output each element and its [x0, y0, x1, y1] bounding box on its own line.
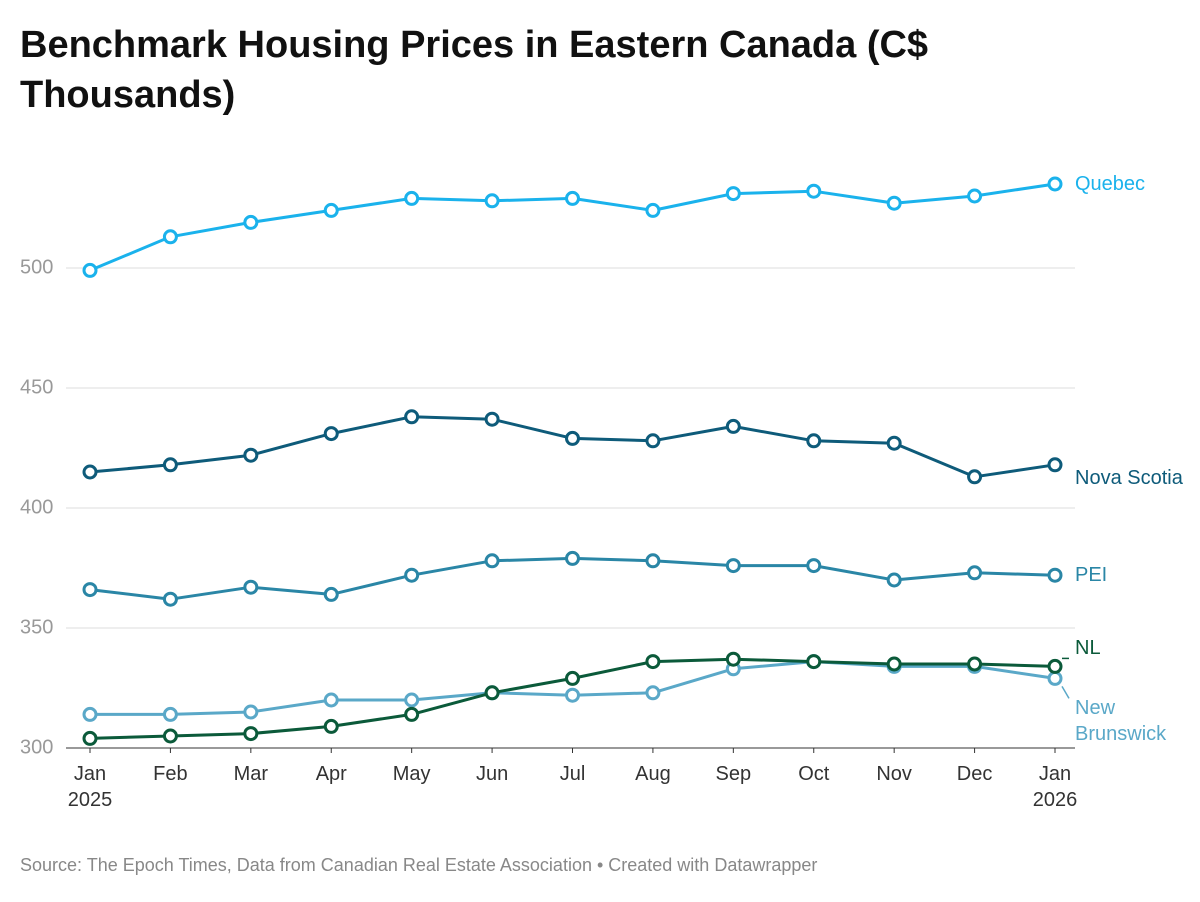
label-connector	[1061, 686, 1070, 699]
data-point	[725, 558, 741, 574]
y-tick-label: 450	[20, 376, 53, 398]
data-point	[645, 685, 661, 701]
data-point	[323, 718, 339, 734]
x-tick-label: Jul	[559, 763, 586, 785]
x-tick-label: Dec	[956, 763, 993, 785]
data-point	[162, 591, 178, 607]
data-point	[323, 586, 339, 602]
series-label: Nova Scotia	[1075, 466, 1183, 489]
data-point	[967, 188, 983, 204]
y-tick-label: 300	[20, 736, 53, 758]
data-point	[1047, 176, 1063, 192]
data-point	[806, 183, 822, 199]
data-point	[243, 579, 259, 595]
data-point	[565, 550, 580, 566]
data-point	[886, 572, 902, 588]
data-point	[806, 654, 822, 670]
data-point	[886, 195, 902, 211]
data-point	[886, 656, 902, 672]
x-tick-label: Aug	[635, 763, 671, 785]
data-point	[243, 704, 259, 720]
data-point	[1047, 670, 1063, 686]
data-point	[82, 464, 98, 480]
data-point	[82, 262, 98, 278]
data-point	[243, 447, 259, 463]
data-point	[806, 558, 822, 574]
data-point	[645, 202, 661, 218]
series-label: PEI	[1075, 564, 1108, 587]
series-line	[89, 415, 1056, 479]
data-point	[404, 409, 420, 425]
data-point	[725, 186, 741, 202]
data-point	[82, 706, 98, 722]
data-point	[484, 685, 500, 701]
data-point	[806, 433, 822, 449]
y-tick-label: 350	[20, 616, 53, 638]
data-point	[1047, 457, 1063, 473]
x-tick-label: Jun	[475, 763, 509, 785]
data-point	[404, 692, 420, 708]
source-note: Source: The Epoch Times, Data from Canad…	[20, 855, 818, 875]
data-point	[645, 433, 661, 449]
data-point	[484, 193, 500, 209]
x-tick-label: Oct	[798, 763, 830, 785]
data-point	[565, 670, 580, 686]
data-point	[323, 426, 339, 442]
data-point	[243, 214, 259, 230]
x-tick-label: May	[392, 763, 431, 785]
series-label: NL	[1075, 637, 1101, 660]
data-point	[162, 706, 178, 722]
data-point	[404, 706, 420, 722]
data-point	[886, 435, 902, 451]
data-point	[565, 687, 580, 703]
series-label: Quebec	[1075, 173, 1146, 195]
data-point	[565, 430, 580, 446]
data-point	[645, 654, 661, 670]
data-point	[162, 457, 178, 473]
x-tick-label: Sep	[715, 763, 752, 785]
series-label: New Brunswick	[1075, 697, 1167, 746]
data-point	[967, 565, 983, 581]
data-point	[967, 656, 983, 672]
data-point	[323, 202, 339, 218]
data-point	[484, 411, 500, 427]
data-point	[1047, 567, 1063, 583]
data-point	[162, 229, 178, 245]
data-point	[967, 469, 983, 485]
data-point	[162, 728, 178, 744]
x-tick-label: Apr	[315, 763, 347, 785]
x-tick-label: Jan 2025	[67, 763, 113, 811]
data-point	[1047, 658, 1063, 674]
data-point	[565, 190, 580, 206]
x-tick-label: Mar	[233, 763, 269, 785]
data-point	[243, 726, 259, 742]
data-point	[725, 418, 741, 434]
data-point	[404, 567, 420, 583]
data-point	[645, 553, 661, 569]
data-point	[82, 730, 98, 746]
chart-title: Benchmark Housing Prices in Eastern Cana…	[20, 24, 929, 116]
data-point	[725, 651, 741, 667]
data-point	[404, 190, 420, 206]
data-point	[323, 692, 339, 708]
y-tick-label: 400	[20, 496, 53, 518]
x-tick-label: Jan 2026	[1032, 763, 1078, 811]
data-point	[82, 582, 98, 598]
x-tick-label: Feb	[153, 763, 188, 785]
data-point	[484, 553, 500, 569]
x-tick-label: Nov	[876, 763, 912, 785]
y-tick-label: 500	[20, 256, 53, 278]
